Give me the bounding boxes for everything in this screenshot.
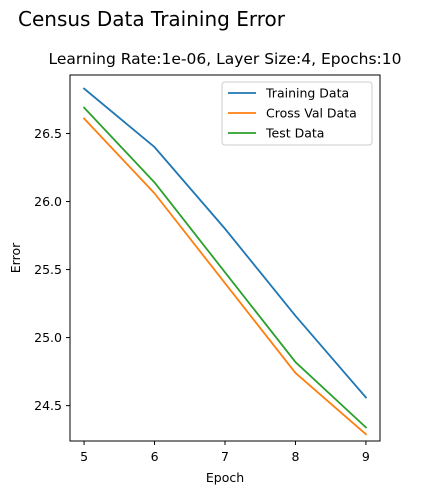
legend-label-0: Training Data	[265, 86, 349, 101]
y-tick-label: 26.5	[34, 126, 62, 141]
x-tick-label: 6	[151, 449, 159, 464]
x-axis-label: Epoch	[206, 470, 244, 485]
y-axis: 24.5 25.0 25.5 26.0 26.5	[34, 126, 70, 413]
y-tick-label: 25.5	[34, 262, 62, 277]
legend: Training Data Cross Val Data Test Data	[221, 81, 373, 146]
series-line-1	[82, 117, 368, 436]
y-tick-label: 24.5	[34, 398, 62, 413]
series-line-0	[82, 87, 368, 399]
legend-label-1: Cross Val Data	[266, 106, 357, 121]
x-tick-label: 8	[291, 449, 299, 464]
x-tick-label: 7	[221, 449, 229, 464]
x-tick-label: 9	[362, 449, 370, 464]
x-axis: 5 6 7 8 9	[80, 441, 370, 464]
legend-box	[221, 81, 373, 146]
x-tick-label: 5	[80, 449, 88, 464]
plot-area	[82, 87, 368, 436]
y-axis-label: Error	[8, 242, 23, 273]
legend-label-2: Test Data	[265, 126, 324, 141]
chart-title: Learning Rate:1e-06, Layer Size:4, Epoch…	[49, 50, 402, 68]
y-tick-label: 26.0	[34, 194, 62, 209]
series-line-2	[82, 106, 368, 429]
chart-suptitle: Census Data Training Error	[18, 7, 286, 31]
y-tick-label: 25.0	[34, 330, 62, 345]
